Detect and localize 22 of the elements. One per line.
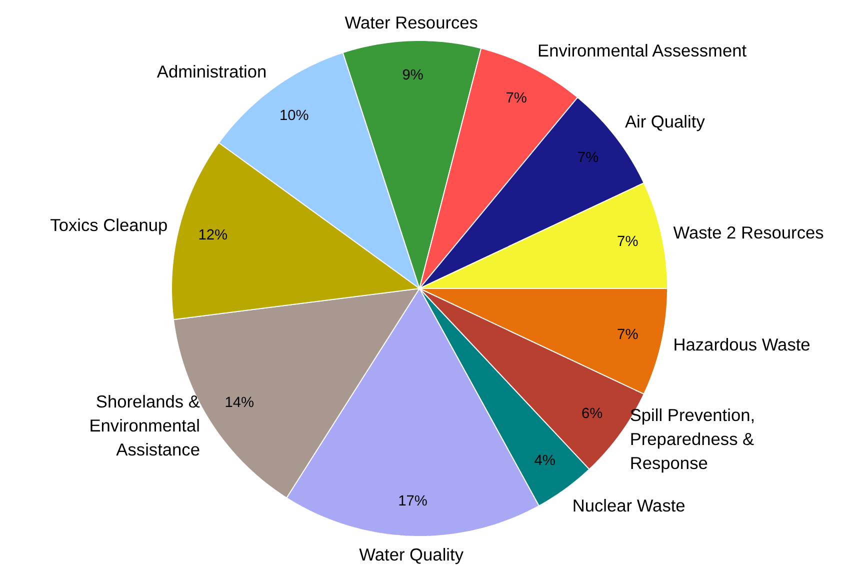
data-label: 7%: [577, 150, 599, 166]
data-label: 7%: [617, 234, 638, 250]
slice-label: Water Quality: [359, 544, 464, 564]
data-label: 12%: [198, 227, 228, 244]
slice-label: Air Quality: [624, 112, 706, 132]
data-label: 17%: [398, 494, 428, 510]
data-label: 7%: [506, 90, 527, 106]
data-label: 14%: [224, 394, 254, 411]
slice-label: Hazardous Waste: [673, 334, 810, 354]
data-label: 4%: [534, 453, 556, 470]
slice-label: Environmental Assessment: [538, 40, 747, 60]
slice-label: Shorelands & Environmental Assistance: [89, 392, 200, 460]
slice-label: Nuclear Waste: [572, 496, 686, 516]
data-label: 7%: [617, 327, 638, 344]
slice-label: Water Resources: [344, 12, 478, 33]
data-label: 6%: [581, 406, 603, 422]
slice-label: Toxics Cleanup: [50, 214, 168, 235]
data-label: 10%: [279, 108, 309, 124]
slice-label: Administration: [156, 61, 267, 82]
slice-label: Waste 2 Resources: [673, 222, 824, 243]
data-label: 9%: [402, 67, 424, 84]
slice-label: Spill Prevention, Preparedness & Response: [630, 404, 756, 473]
